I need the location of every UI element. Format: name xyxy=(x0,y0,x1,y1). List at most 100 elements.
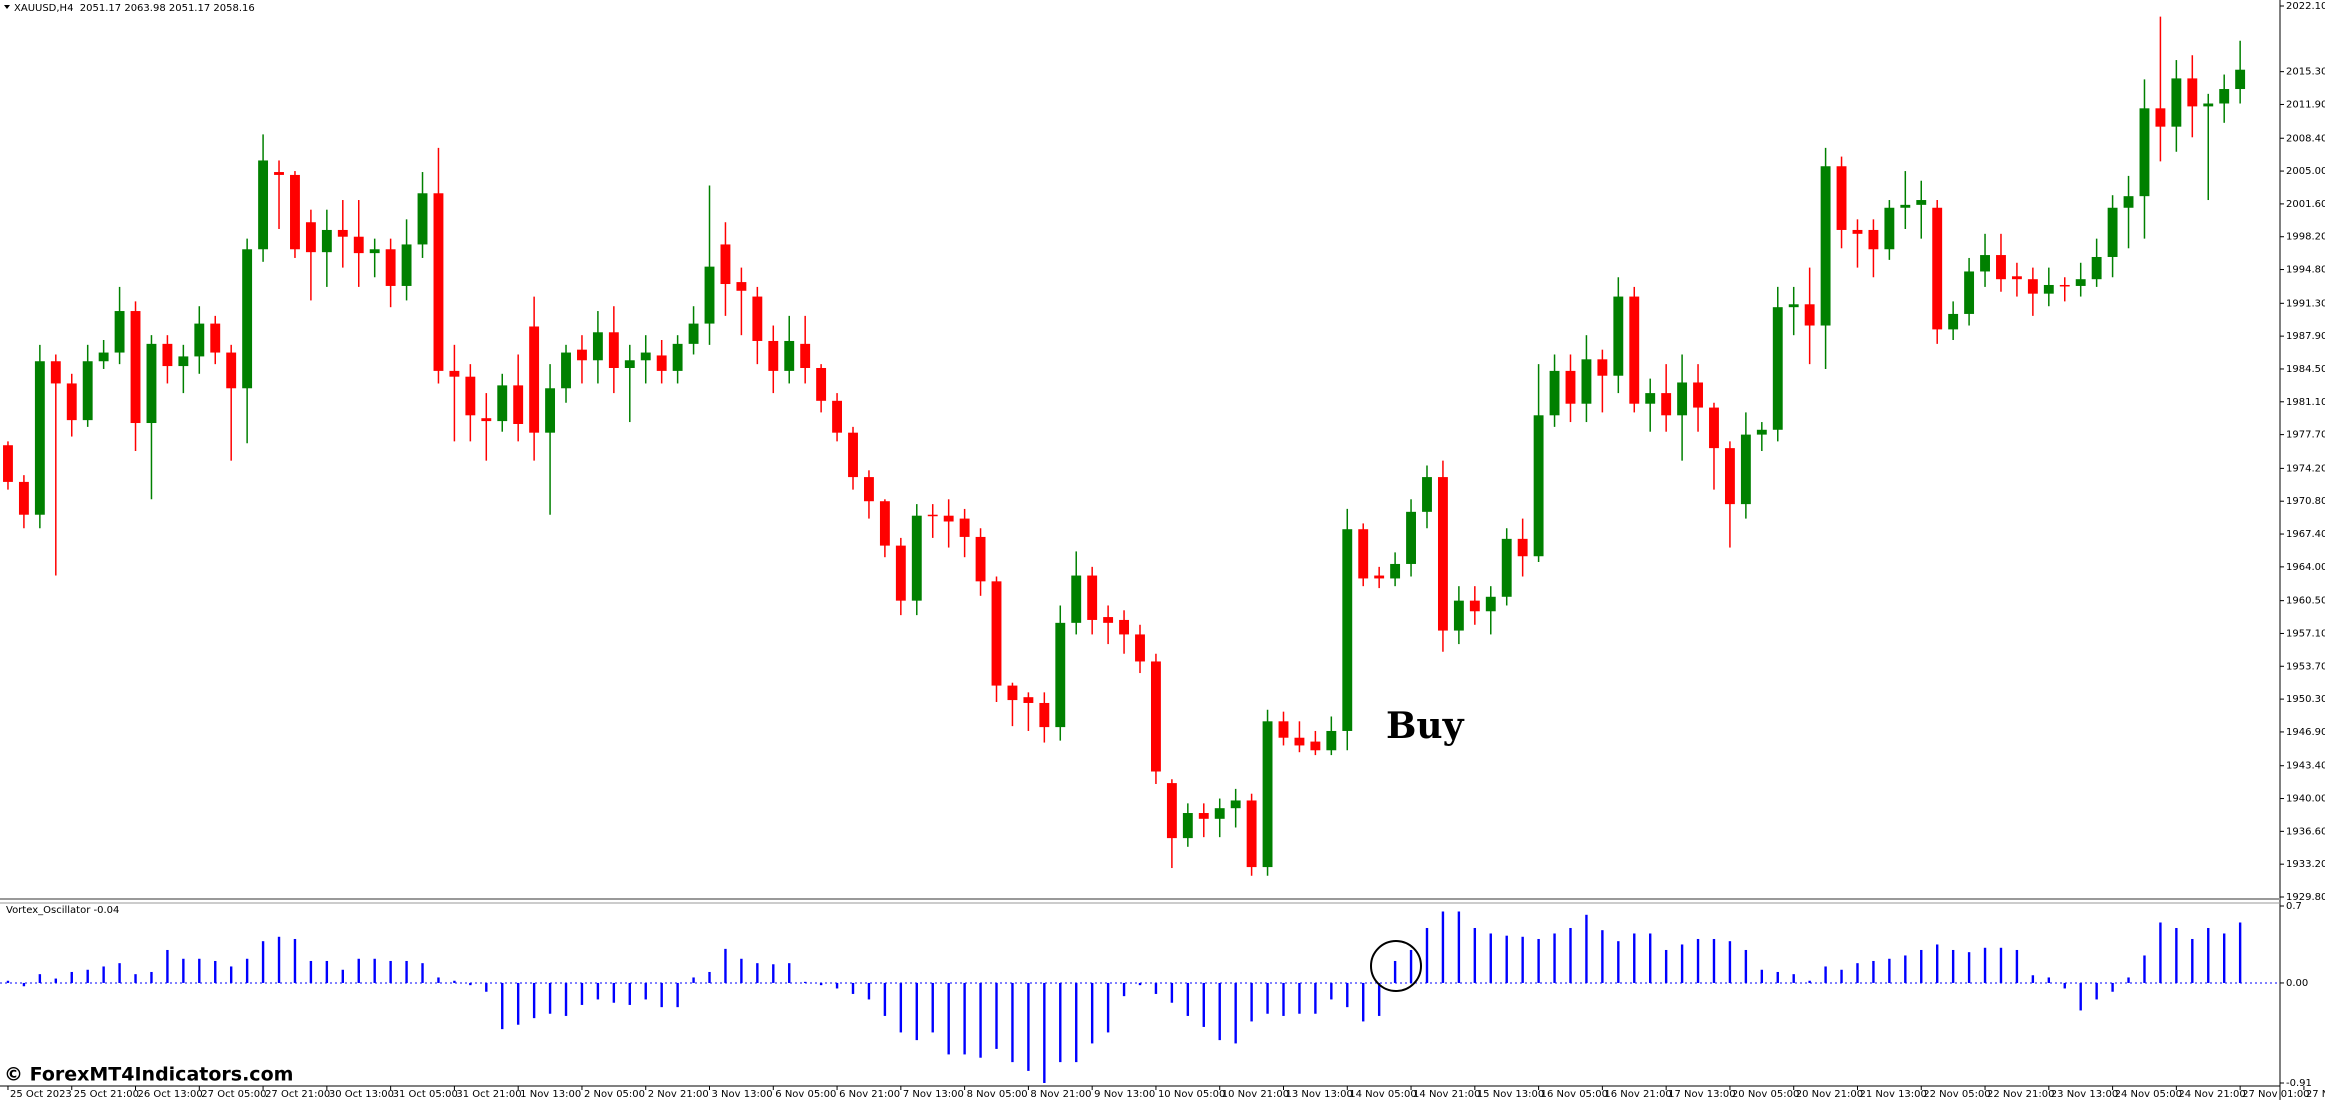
candle-body xyxy=(1151,661,1161,772)
candle-body xyxy=(529,326,540,433)
candle-body xyxy=(1326,730,1337,751)
osc-bar xyxy=(548,982,552,1014)
osc-label: -0.91 xyxy=(2286,1078,2312,1089)
time-label: 26 Oct 13:00 xyxy=(138,1089,203,1100)
osc-bar xyxy=(1218,982,1221,1041)
candle-body xyxy=(321,229,332,253)
osc-bar xyxy=(1633,933,1636,983)
price-label: 1964.00 xyxy=(2286,562,2325,573)
osc-bar xyxy=(421,963,424,983)
candle-body xyxy=(784,340,795,371)
price-label: 1994.80 xyxy=(2286,265,2325,276)
candle-body xyxy=(1406,511,1416,564)
candle-body xyxy=(1709,407,1719,449)
candle-body xyxy=(1087,575,1098,620)
candle-body xyxy=(353,236,364,254)
candle-body xyxy=(1629,296,1640,404)
osc-bar xyxy=(198,958,201,983)
candle-body xyxy=(226,352,237,389)
candle-body xyxy=(66,383,77,421)
time-label: 8 Nov 21:00 xyxy=(1030,1089,1091,1100)
candle-body xyxy=(1039,702,1050,728)
osc-bar xyxy=(70,971,73,983)
candle-body xyxy=(1533,415,1544,557)
time-label: 31 Oct 21:00 xyxy=(456,1089,521,1100)
time-label: 17 Nov 13:00 xyxy=(1668,1089,1735,1100)
osc-bar xyxy=(867,982,871,1000)
candle-body xyxy=(1980,255,1990,272)
time-label: 25 Oct 21:00 xyxy=(74,1089,139,1100)
osc-bar xyxy=(501,982,504,1030)
candle-body xyxy=(1182,813,1193,839)
price-label: 1991.30 xyxy=(2286,298,2325,309)
candle-body xyxy=(242,249,253,389)
candle-body xyxy=(832,400,843,433)
osc-bar xyxy=(2063,982,2066,989)
time-label: 30 Oct 13:00 xyxy=(329,1089,394,1100)
osc-bar xyxy=(1282,982,1285,1016)
candle-body xyxy=(98,352,109,362)
candle-body xyxy=(162,343,173,367)
osc-bar xyxy=(772,964,775,983)
osc-bar xyxy=(644,982,647,1000)
osc-bar xyxy=(1106,982,1110,1033)
candle-body xyxy=(1996,255,2006,280)
candle-body xyxy=(2155,108,2166,127)
candle-body xyxy=(2011,276,2022,280)
candle-body xyxy=(1230,800,1241,809)
candle-body xyxy=(975,536,986,582)
candle-body xyxy=(34,361,45,515)
osc-bar xyxy=(86,969,89,983)
candle-body xyxy=(305,222,316,253)
osc-bar xyxy=(1936,944,1939,983)
osc-bar xyxy=(1330,982,1333,1000)
candle-body xyxy=(481,418,492,422)
osc-bar xyxy=(1872,960,1875,983)
osc-bar xyxy=(437,977,440,983)
candle-body xyxy=(545,388,556,433)
osc-bar xyxy=(1250,982,1253,1022)
candle-body xyxy=(895,545,906,601)
candle-body xyxy=(2075,279,2086,286)
price-label: 2001.60 xyxy=(2286,199,2325,210)
osc-bar xyxy=(1473,927,1477,983)
osc-bar xyxy=(963,982,966,1055)
time-label: 1 Nov 13:00 xyxy=(520,1089,581,1100)
candle-body xyxy=(864,477,874,502)
osc-bar xyxy=(453,980,456,983)
osc-bar xyxy=(1585,914,1588,983)
candle-body xyxy=(1007,685,1018,701)
candle-body xyxy=(1246,800,1257,868)
candle-body xyxy=(2235,69,2246,90)
candle-body xyxy=(1135,634,1145,662)
candle-body xyxy=(1565,370,1576,404)
time-label: 24 Nov 21:00 xyxy=(2178,1089,2245,1100)
time-label: 14 Nov 21:00 xyxy=(1413,1089,1480,1100)
osc-bar xyxy=(628,982,631,1005)
candle-body xyxy=(1278,721,1289,738)
osc-bar xyxy=(1043,982,1046,1083)
candle-body xyxy=(752,296,763,341)
candle-body xyxy=(337,229,348,237)
osc-bar xyxy=(1298,982,1301,1014)
candle-body xyxy=(146,343,157,424)
price-label: 1940.00 xyxy=(2286,794,2325,805)
price-label: 1957.10 xyxy=(2286,628,2325,639)
osc-bar xyxy=(293,938,297,983)
osc-bar xyxy=(2111,982,2114,992)
time-label: 2 Nov 21:00 xyxy=(648,1089,709,1100)
candle-body xyxy=(1836,166,1847,230)
candle-body xyxy=(1055,622,1066,728)
candle-body xyxy=(369,249,380,254)
osc-bar xyxy=(596,982,600,1000)
osc-bar xyxy=(676,982,679,1008)
time-label: 24 Nov 05:00 xyxy=(2115,1089,2182,1100)
candle-body xyxy=(959,518,970,537)
candle-body xyxy=(449,370,460,377)
osc-bar xyxy=(1377,982,1381,1016)
menu-arrow[interactable] xyxy=(4,5,10,9)
candle-body xyxy=(800,343,811,368)
price-label: 1960.50 xyxy=(2286,596,2325,607)
osc-bar xyxy=(1760,969,1764,983)
